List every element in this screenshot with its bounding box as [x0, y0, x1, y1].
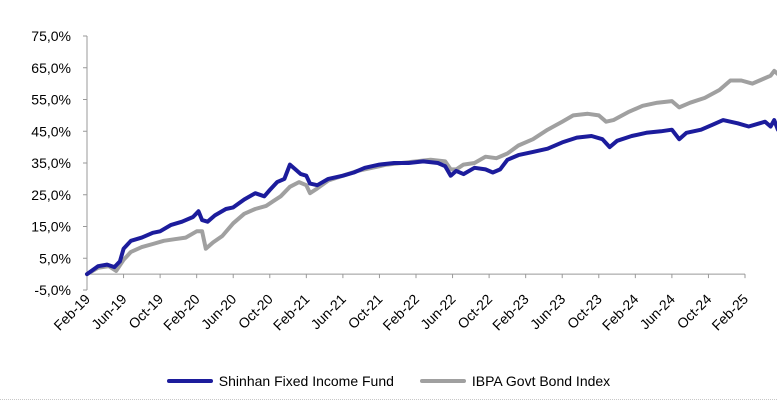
x-tick-label: Jun-21: [307, 291, 349, 333]
y-tick-label: 15,0%: [31, 219, 71, 235]
y-tick-label: 45,0%: [31, 123, 71, 139]
x-tick-label: Oct-20: [235, 291, 276, 332]
legend-item-shinhan: Shinhan Fixed Income Fund: [166, 373, 394, 389]
x-tick-label: Jun-20: [198, 291, 240, 333]
legend-item-ibpa: IBPA Govt Bond Index: [419, 373, 611, 389]
x-tick-label: Feb-23: [489, 291, 532, 334]
x-tick-label: Oct-24: [674, 291, 715, 332]
x-tick-label: Oct-21: [345, 291, 386, 332]
line-chart: -5,0% 5,0% 15,0% 25,0% 35,0% 45,0% 55,0% 65,0% 7…: [31, 28, 777, 334]
y-tick-label: -5,0%: [34, 282, 71, 298]
series-line-ibpa: [85, 68, 777, 277]
y-tick-label: 5,0%: [39, 250, 71, 266]
x-tick-label: Feb-21: [270, 291, 313, 334]
y-tick-label: 25,0%: [31, 187, 71, 203]
x-tick-label: Feb-24: [599, 291, 642, 334]
legend: Shinhan Fixed Income Fund IBPA Govt Bond…: [0, 370, 777, 392]
x-tick-label: Jun-24: [636, 291, 678, 333]
y-tick-label: 35,0%: [31, 155, 71, 171]
x-tick-label: Feb-22: [379, 291, 422, 334]
x-tick-label: Jun-22: [417, 291, 459, 333]
bottom-divider: [0, 399, 777, 400]
y-tick-label: 75,0%: [31, 28, 71, 44]
y-tick-label: 55,0%: [31, 92, 71, 108]
x-tick-label: Oct-22: [454, 291, 495, 332]
x-tick-label: Jun-23: [527, 291, 569, 333]
x-tick-label: Feb-20: [160, 291, 203, 334]
x-axis: Feb-19Jun-19Oct-19Feb-20Jun-20Oct-20Feb-…: [50, 273, 751, 334]
x-tick-label: Feb-25: [708, 291, 751, 334]
y-axis: -5,0% 5,0% 15,0% 25,0% 35,0% 45,0% 55,0% 65,0% 7…: [31, 28, 88, 298]
legend-label-shinhan: Shinhan Fixed Income Fund: [218, 373, 394, 389]
series-lines: [85, 68, 777, 277]
x-tick-label: Oct-23: [564, 291, 605, 332]
y-tick-label: 65,0%: [31, 60, 71, 76]
x-tick-label: Jun-19: [88, 291, 130, 333]
legend-swatch-shinhan: [166, 379, 213, 383]
legend-label-ibpa: IBPA Govt Bond Index: [471, 373, 611, 389]
x-tick-label: Oct-19: [125, 291, 166, 332]
series-line-shinhan: [85, 118, 777, 277]
legend-swatch-ibpa: [419, 379, 466, 383]
